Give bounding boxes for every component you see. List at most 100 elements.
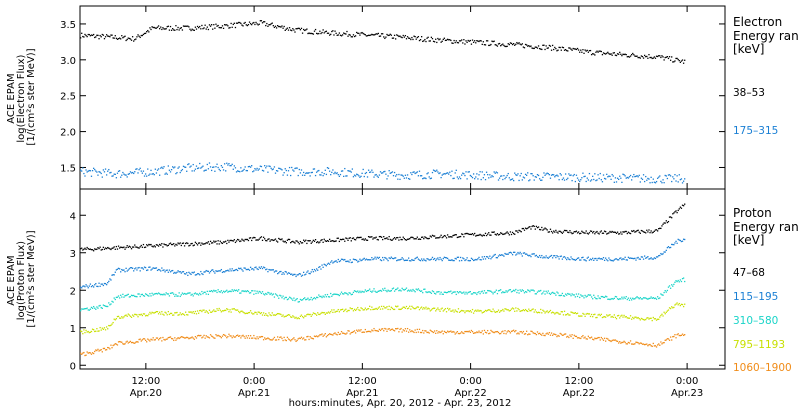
proton-series-2-point [633,298,635,300]
proton-series-4-point [426,331,428,334]
proton-series-4-point [435,332,437,334]
electron-series-1-point [678,174,680,176]
proton-series-1-point [366,259,369,261]
proton-series-4-point [616,340,619,343]
electron-series-1-point [201,166,203,168]
proton-series-0-point [424,236,426,238]
electron-series-1-point [633,173,635,176]
proton-series-0-point [279,238,281,240]
electron-series-1-point [280,168,282,170]
proton-series-4-point [288,339,291,341]
proton-series-2-point [249,292,252,294]
proton-series-1-point [585,260,587,262]
proton-series-2-point [437,291,439,293]
proton-series-0-point [116,248,119,250]
electron-series-1-point [238,170,240,172]
proton-series-0-point [296,240,298,242]
electron-series-0-point [541,48,543,51]
proton-series-0-point [85,248,87,251]
proton-series-2-point [259,291,261,293]
electron-series-0-point [222,27,225,30]
proton-series-0-point [80,248,82,250]
proton-series-4-point [642,343,645,345]
proton-series-1-point [213,270,215,273]
electron-series-0-point [465,40,467,42]
proton-series-2-point [585,296,587,298]
proton-series-3-point [504,308,506,310]
proton-series-4-point [139,338,141,340]
electron-series-0-point [199,25,201,28]
proton-series-0-point [632,230,634,233]
proton-series-4-point [246,337,249,339]
electron-series-0-point [169,25,172,28]
proton-series-1-point [142,268,145,270]
electron-series-1-point [221,166,224,168]
electron-series-1-point [146,175,148,177]
electron-series-1-point [510,178,513,181]
electron-series-0-point [291,29,293,32]
proton-series-3-point [679,304,682,307]
proton-series-2-point [349,292,351,294]
proton-series-3-point [265,313,267,315]
proton-series-2-point [269,293,271,296]
proton-series-0-point [164,243,166,246]
proton-series-2-point [445,292,448,294]
proton-series-1-point [334,260,336,263]
proton-series-3-point [442,310,444,312]
proton-series-3-point [287,314,290,316]
electron-series-1-point [156,169,159,171]
proton-series-0-point [548,231,551,233]
proton-series-4-point [315,335,318,337]
electron-series-0-point [98,38,100,40]
electron-series-1-point [167,165,169,167]
proton-series-2-point [635,297,637,299]
proton-series-3-point [669,307,672,310]
proton-series-0-point [514,233,516,235]
proton-series-4-point [301,338,304,340]
electron-series-0-point [148,31,150,33]
proton-series-3-point [318,313,320,316]
electron-series-0-point [677,58,679,61]
proton-series-0-point [667,220,670,223]
proton-series-4-point [561,334,564,336]
proton-series-1-point [535,254,538,257]
proton-series-2-point [165,292,167,294]
proton-series-2-point [264,294,266,296]
proton-series-3-point [432,307,435,309]
proton-series-3-point [459,310,462,313]
proton-series-1-point [290,273,292,276]
proton-series-0-point [191,242,193,245]
proton-series-4-point [648,344,650,346]
proton-series-3-point [420,306,423,308]
proton-series-1-point [344,258,346,261]
electron-series-1-point [522,176,525,178]
electron-series-1-point [135,168,137,170]
proton-series-1-point [340,258,343,260]
proton-series-2-point [182,293,185,295]
proton-series-2-point [146,293,148,296]
proton-series-1-point [107,282,109,284]
electron-series-0-point [476,39,478,42]
electron-series-1-point [669,175,672,177]
proton-series-1-point [658,255,660,257]
proton-series-4-point [554,333,556,335]
proton-series-2-point [448,290,450,293]
proton-series-0-point [640,229,643,232]
proton-series-4-point [632,343,634,345]
proton-series-2-point [309,298,311,301]
proton-series-1-point [419,259,422,262]
proton-series-4-point [90,353,93,355]
proton-series-0-point [463,236,465,238]
proton-series-1-point [308,272,310,275]
electron-series-0-point [570,48,572,50]
proton-series-2-point [396,288,398,290]
electron-series-0-point [165,28,167,30]
electron-series-0-point [668,56,671,58]
electron-series-1-point [248,165,251,168]
proton-series-2-point [611,297,613,300]
proton-series-3-point [621,314,623,316]
proton-series-2-point [344,292,346,294]
proton-series-3-point [364,307,367,309]
electron-ytick-label: 1.5 [60,163,76,174]
proton-series-3-point [285,315,287,317]
